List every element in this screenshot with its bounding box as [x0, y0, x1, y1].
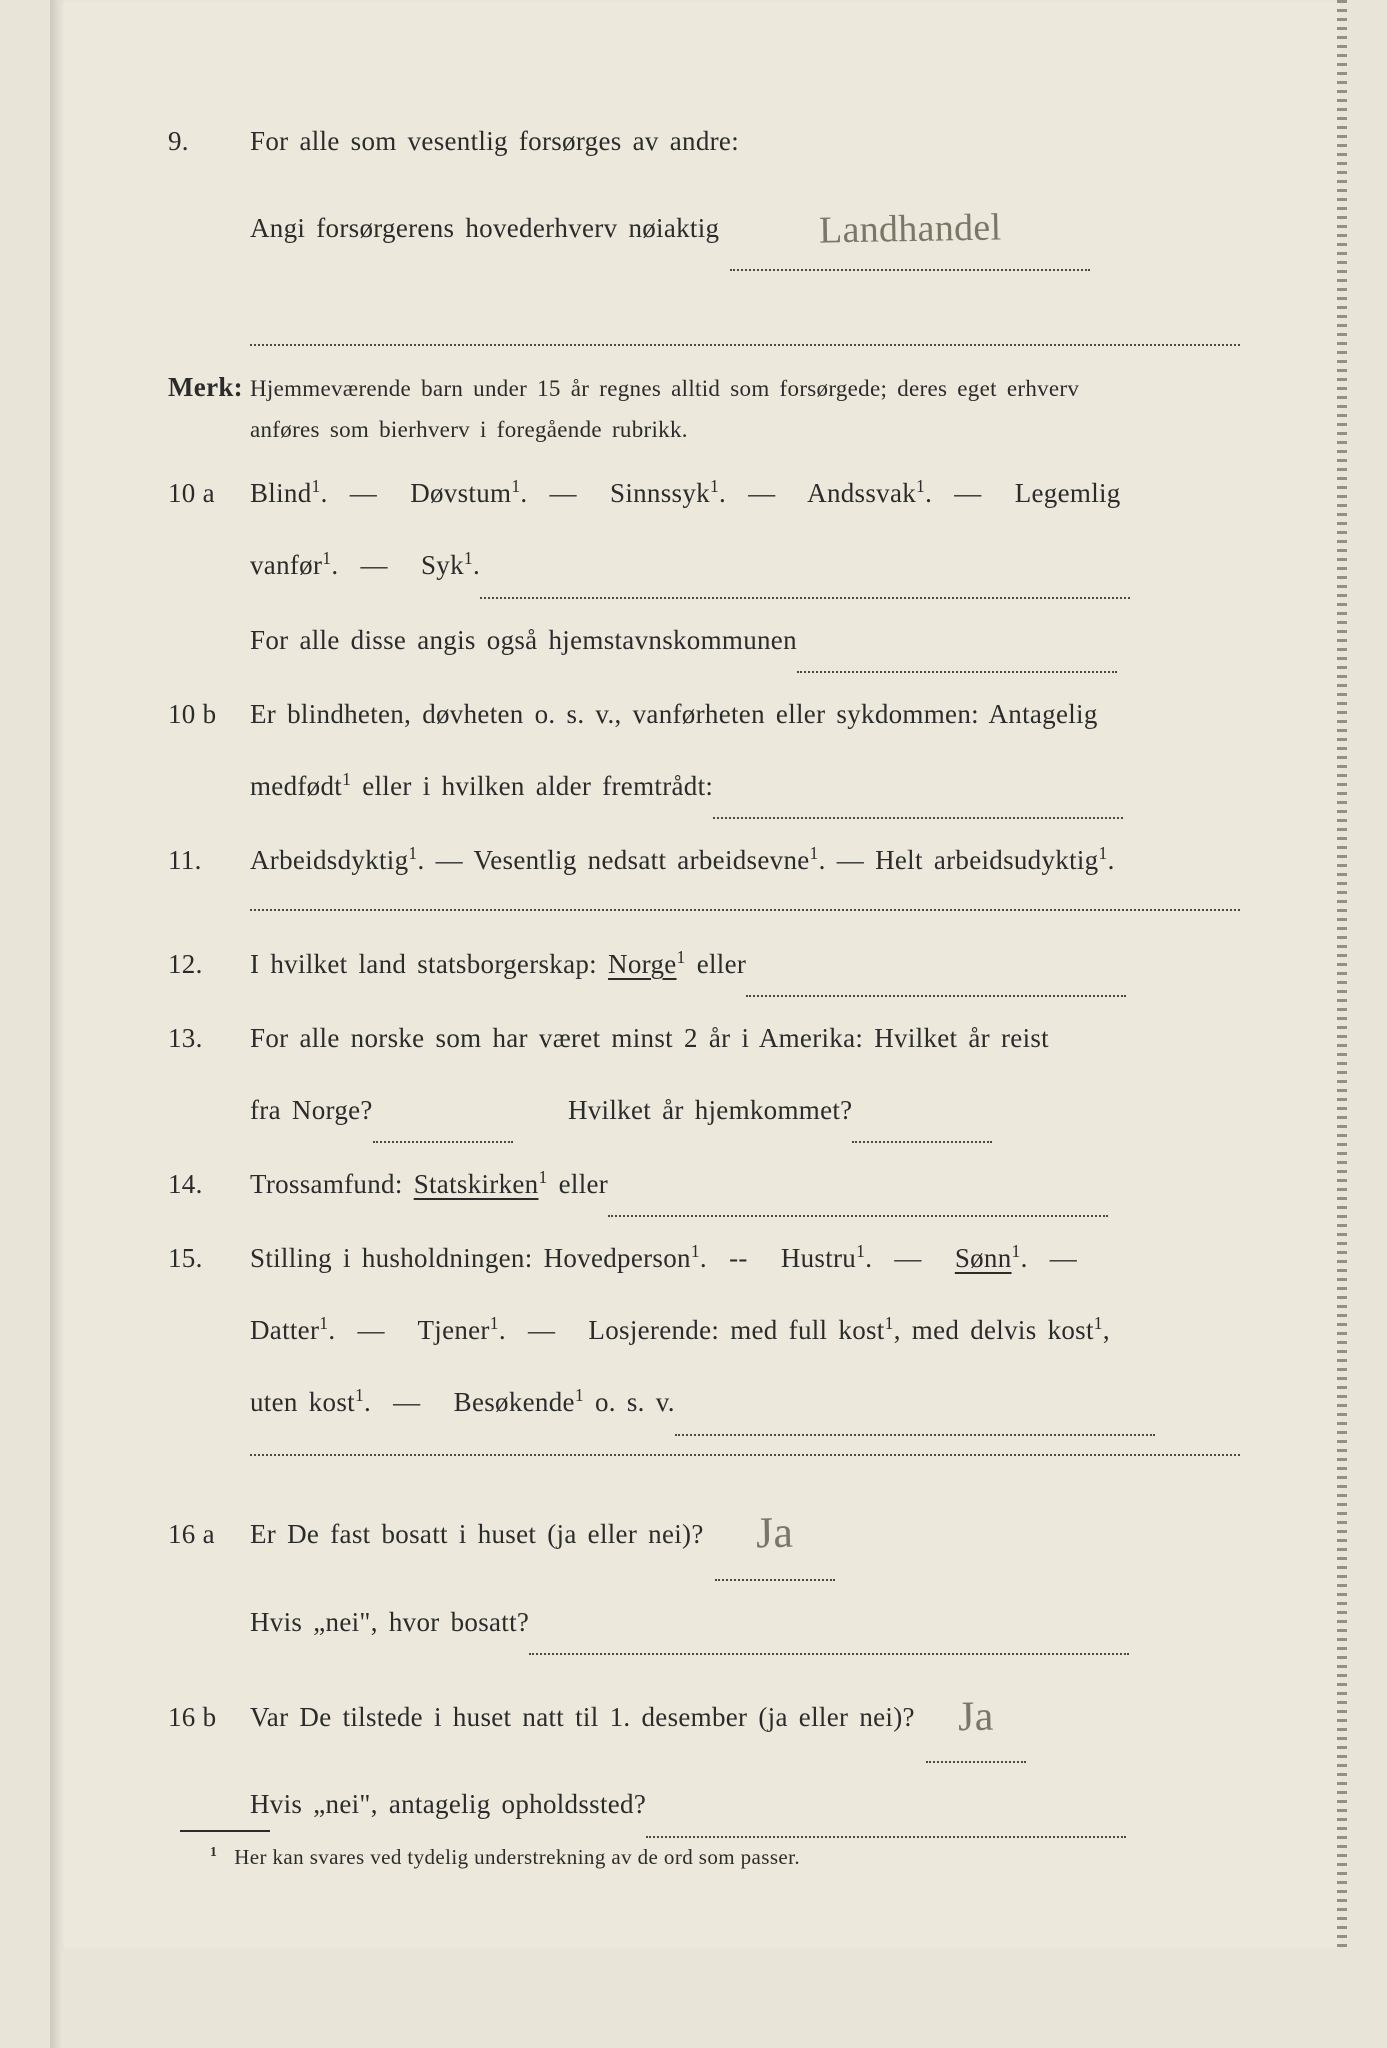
q10a-number: 10 a — [160, 462, 250, 524]
q16b-number: 16 b — [160, 1686, 250, 1748]
q9-line2: Angi forsørgerens hovederhverv nøiaktig … — [160, 182, 1240, 271]
q10a-line1: 10 a Blind1. — Døvstum1. — Sinnssyk1. — … — [160, 462, 1240, 524]
q14-text: Trossamfund: Statskirken1 eller — [250, 1153, 1240, 1217]
q16b-hvis: Hvis „nei", antagelig opholdssted? — [250, 1773, 1240, 1837]
q15-text1: Stilling i husholdningen: Hovedperson1. … — [250, 1227, 1240, 1289]
q11-number: 11. — [160, 829, 250, 891]
q12-norge: Norge — [608, 949, 677, 979]
footnote-rule — [180, 1830, 270, 1832]
q16b-line2: Hvis „nei", antagelig opholdssted? — [160, 1773, 1240, 1837]
merk-row: Merk: Hjemmeværende barn under 15 år reg… — [160, 356, 1240, 451]
q15-line3: uten kost1. — Besøkende1 o. s. v. — [160, 1371, 1240, 1435]
q10b-text2: medfødt1 eller i hvilken alder fremtrådt… — [250, 755, 1240, 819]
q10b-line1: 10 b Er blindheten, døvheten o. s. v., v… — [160, 683, 1240, 745]
merk-label: Merk: — [160, 356, 250, 418]
q15-text2: Datter1. — Tjener1. — Losjerende: med fu… — [250, 1299, 1240, 1361]
q9-answer: Landhandel — [818, 185, 1002, 276]
q14-row: 14. Trossamfund: Statskirken1 eller — [160, 1153, 1240, 1217]
q16b-answer-field: Ja — [926, 1665, 1026, 1764]
q11-row: 11. Arbeidsdyktig1. — Vesentlig nedsatt … — [160, 829, 1240, 891]
divider-2 — [250, 1454, 1240, 1456]
footnote-text: Her kan svares ved tydelig understreknin… — [234, 1845, 800, 1869]
q9-text2: Angi forsørgerens hovederhverv nøiaktig … — [250, 182, 1240, 271]
q16b-answer: Ja — [957, 1669, 994, 1766]
q10b-text1: Er blindheten, døvheten o. s. v., vanfør… — [250, 683, 1240, 745]
q15-text3: uten kost1. — Besøkende1 o. s. v. — [250, 1371, 1240, 1435]
q12-number: 12. — [160, 933, 250, 995]
q13-text1: For alle norske som har været minst 2 år… — [250, 1007, 1240, 1069]
q16b-line1: 16 b Var De tilstede i huset natt til 1.… — [160, 1665, 1240, 1764]
q16a-number: 16 a — [160, 1503, 250, 1565]
q15-sonn: Sønn — [955, 1243, 1012, 1273]
q14-number: 14. — [160, 1153, 250, 1215]
q16a-answer: Ja — [755, 1481, 794, 1583]
q16a-text: Er De fast bosatt i huset (ja eller nei)… — [250, 1478, 1240, 1581]
q10b-line2: medfødt1 eller i hvilken alder fremtrådt… — [160, 755, 1240, 819]
q9-line3 — [160, 281, 1240, 345]
q13-line2: fra Norge? Hvilket år hjemkommet? — [160, 1079, 1240, 1143]
q10a-line2: vanfør1. — Syk1. — [160, 534, 1240, 598]
footnote-marker: 1 — [210, 1844, 217, 1859]
q15-line1: 15. Stilling i husholdningen: Hovedperso… — [160, 1227, 1240, 1289]
q9-text1: For alle som vesentlig forsørges av andr… — [250, 110, 1240, 172]
q10b-number: 10 b — [160, 683, 250, 745]
q11-text: Arbeidsdyktig1. — Vesentlig nedsatt arbe… — [250, 829, 1240, 891]
q16a-line2: Hvis „nei", hvor bosatt? — [160, 1591, 1240, 1655]
footnote: 1 Her kan svares ved tydelig understrekn… — [210, 1844, 800, 1870]
q10a-line3: For alle disse angis også hjemstavnskomm… — [160, 609, 1240, 673]
q12-row: 12. I hvilket land statsborgerskap: Norg… — [160, 933, 1240, 997]
q9-answer-field: Landhandel — [730, 182, 1090, 271]
q16a-answer-field: Ja — [715, 1478, 835, 1581]
q10a-hjemstavn: For alle disse angis også hjemstavnskomm… — [250, 609, 1240, 673]
q13-text2: fra Norge? Hvilket år hjemkommet? — [250, 1079, 1240, 1143]
q15-number: 15. — [160, 1227, 250, 1289]
q9-line1: 9. For alle som vesentlig forsørges av a… — [160, 110, 1240, 172]
divider-1 — [250, 909, 1240, 911]
q9-number: 9. — [160, 110, 250, 172]
q15-line2: Datter1. — Tjener1. — Losjerende: med fu… — [160, 1299, 1240, 1361]
page-rough-edge — [1337, 0, 1347, 1950]
q9-blank-line — [250, 281, 1240, 345]
q13-line1: 13. For alle norske som har været minst … — [160, 1007, 1240, 1069]
merk-text: Hjemmeværende barn under 15 år regnes al… — [250, 368, 1240, 451]
q13-number: 13. — [160, 1007, 250, 1069]
q10a-options2: vanfør1. — Syk1. — [250, 534, 1240, 598]
q10a-options1: Blind1. — Døvstum1. — Sinnssyk1. — Andss… — [250, 462, 1240, 524]
q16a-hvis: Hvis „nei", hvor bosatt? — [250, 1591, 1240, 1655]
q14-statskirken: Statskirken — [414, 1169, 539, 1199]
q16a-line1: 16 a Er De fast bosatt i huset (ja eller… — [160, 1478, 1240, 1581]
document-page: 9. For alle som vesentlig forsørges av a… — [60, 0, 1340, 1950]
q12-text: I hvilket land statsborgerskap: Norge1 e… — [250, 933, 1240, 997]
q16b-text: Var De tilstede i huset natt til 1. dese… — [250, 1665, 1240, 1764]
